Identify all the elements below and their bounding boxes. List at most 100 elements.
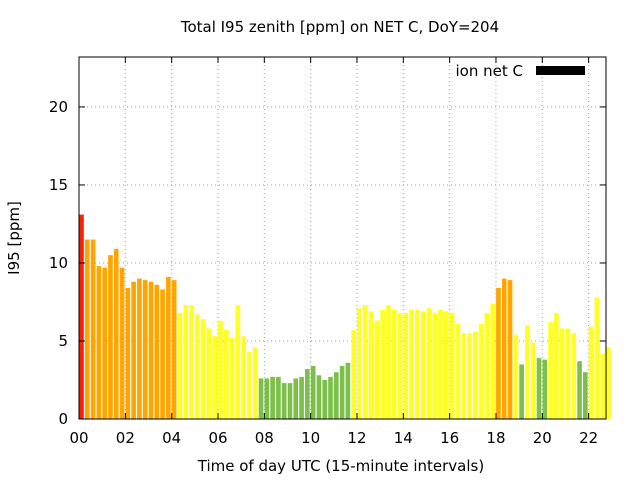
bar-25 [223,330,229,419]
legend: ion net C [456,62,585,80]
y-tick-label-0: 0 [58,410,68,428]
bar-27 [235,305,241,419]
bar-41 [316,375,322,419]
bar-7 [119,267,125,419]
bar-21 [200,319,206,419]
axis-ticks: 00 02 04 06 08 10 12 14 16 18 20 22 0 5 10 15 20 [49,57,606,447]
bar-50 [368,311,374,419]
legend-swatch [536,66,585,75]
bar-14 [160,289,165,419]
y-axis-label: I95 [ppm] [5,201,23,275]
bar-30 [252,347,258,419]
x-tick-label-0: 00 [69,429,88,447]
bar-83 [559,328,565,419]
bar-70 [484,312,490,419]
bar-71 [490,303,495,419]
bar-13 [154,284,160,419]
bar-86 [577,361,582,419]
bar-18 [183,305,189,419]
bar-65 [455,323,461,419]
bar-8 [125,287,131,419]
bar-64 [449,312,455,419]
bar-1 [84,239,90,419]
bar-16 [171,280,177,419]
bar-73 [501,278,507,419]
bar-32 [264,378,270,419]
bar-24 [218,320,223,419]
bar-78 [530,342,536,419]
x-tick-label-7: 14 [394,429,413,447]
x-tick-label-6: 12 [347,429,366,447]
y-tick-label-1: 5 [58,332,68,350]
bar-55 [397,312,403,419]
bar-19 [189,305,194,419]
bar-61 [432,312,438,419]
bar-88 [588,326,594,419]
bar-36 [287,383,293,419]
plot-frame [78,56,607,420]
y-tick-label-2: 10 [49,254,68,272]
bar-43 [328,376,333,419]
bar-42 [322,379,328,419]
x-axis-label: Time of day UTC (15-minute intervals) [197,457,484,475]
x-tick-label-10: 20 [533,429,552,447]
bar-35 [281,383,287,419]
bar-11 [142,280,148,419]
y-tick-label-4: 20 [49,98,68,116]
bar-6 [113,248,119,419]
bar-69 [478,323,484,419]
x-tick-label-4: 08 [255,429,274,447]
bar-75 [513,334,519,419]
bar-74 [507,280,513,419]
bar-54 [391,309,397,419]
bar-9 [131,281,136,419]
x-tick-label-3: 06 [208,429,227,447]
bar-44 [333,372,339,419]
bar-45 [339,365,345,419]
bar-40 [310,365,316,419]
bar-67 [467,333,472,419]
bar-59 [420,311,426,419]
bar-47 [351,330,357,419]
bar-82 [554,312,559,419]
bar-0 [79,214,84,419]
bar-29 [247,351,252,419]
bar-38 [299,376,304,419]
bar-15 [166,277,171,419]
bar-77 [525,325,530,419]
x-tick-label-8: 16 [440,429,459,447]
bar-49 [362,305,368,419]
bar-91 [606,347,611,419]
bar-17 [177,312,183,419]
y-tick-label-3: 15 [49,176,68,194]
bar-87 [583,372,588,419]
chart-title: Total I95 zenith [ppm] on NET C, DoY=204 [180,18,499,36]
bar-84 [565,328,571,419]
bar-76 [519,364,524,419]
legend-label: ion net C [456,62,523,80]
bar-31 [258,378,264,419]
bar-5 [108,255,113,419]
bar-66 [461,333,467,419]
bar-79 [536,358,542,419]
bar-48 [357,308,362,419]
bar-62 [438,309,443,419]
bar-51 [374,320,380,419]
bar-63 [444,311,449,419]
bar-4 [102,267,107,419]
x-tick-label-1: 02 [116,429,135,447]
bar-68 [472,331,478,419]
bar-57 [409,309,414,419]
grid [79,57,606,419]
bar-80 [542,359,548,419]
bar-20 [195,314,200,419]
bar-37 [293,378,299,419]
bar-90 [600,353,606,419]
bar-23 [212,336,218,419]
bar-26 [229,337,235,419]
bar-12 [148,281,154,419]
x-tick-label-11: 22 [579,429,598,447]
x-tick-label-5: 10 [301,429,320,447]
bar-46 [345,362,351,419]
bar-10 [137,278,142,419]
